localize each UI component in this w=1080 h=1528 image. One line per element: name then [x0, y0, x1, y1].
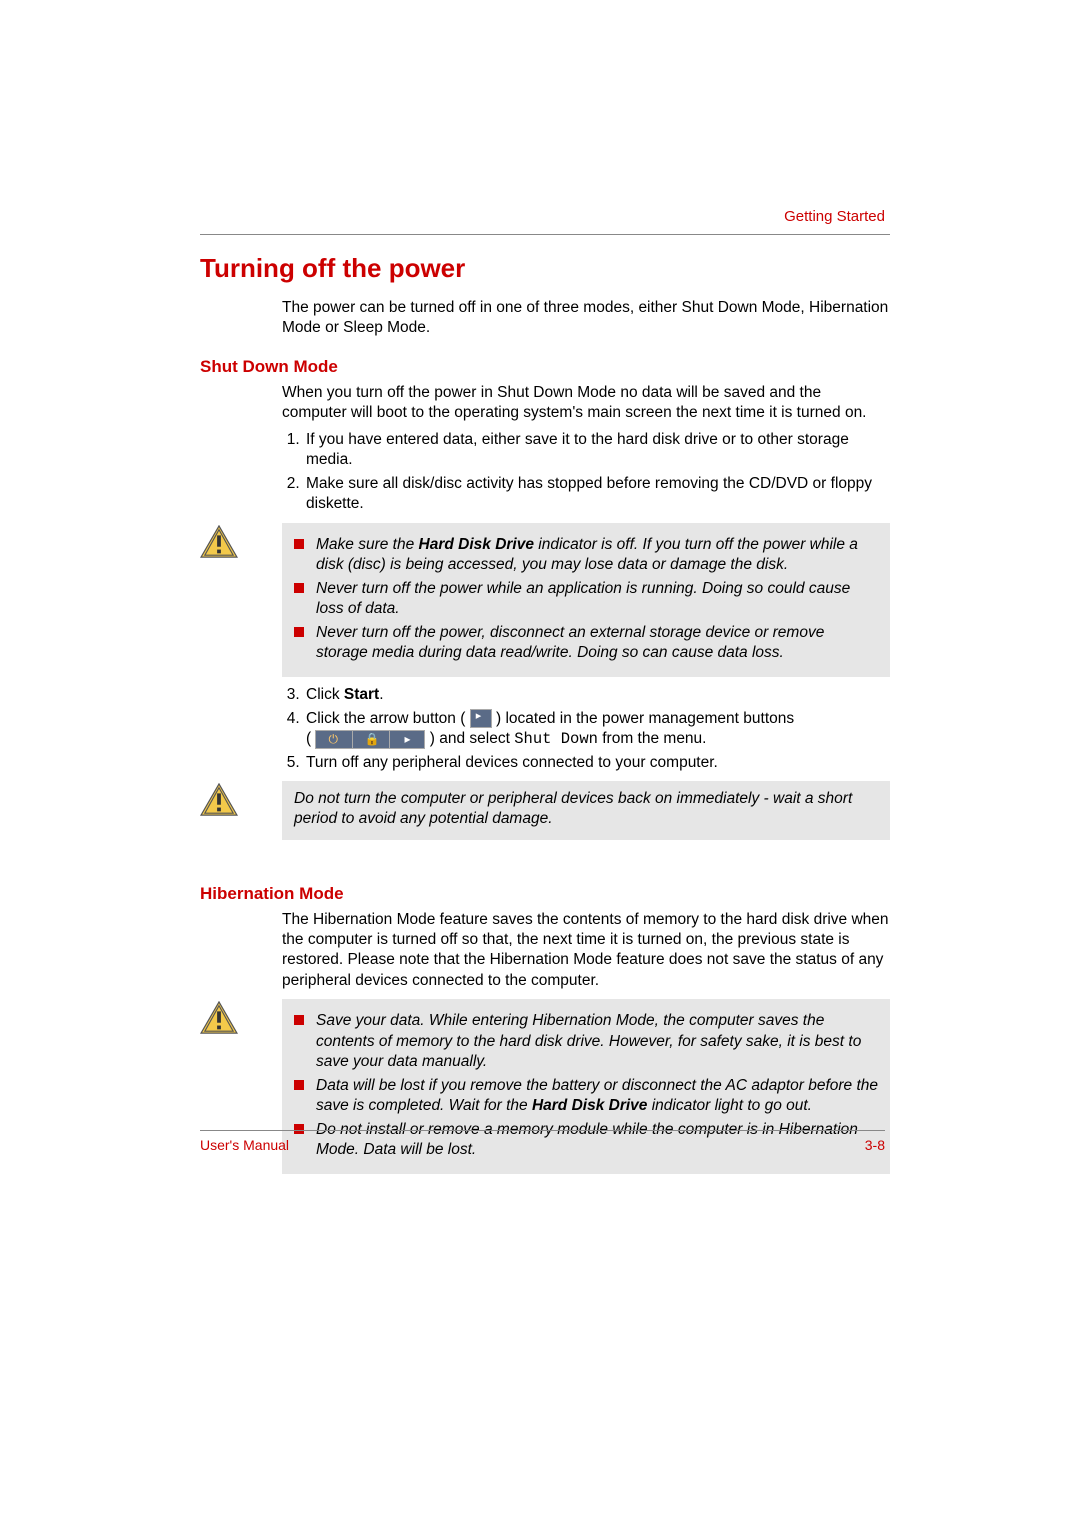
top-rule — [200, 234, 890, 235]
warn1-b1a: Make sure the — [316, 536, 419, 553]
warn1-item2: Never turn off the power while an applic… — [294, 579, 880, 619]
caution-icon — [200, 1001, 238, 1035]
hib-warn-1: Save your data. While entering Hibernati… — [294, 1011, 880, 1071]
li3-bold: Start — [344, 686, 379, 703]
hib-warn-2: Data will be lost if you remove the batt… — [294, 1076, 880, 1116]
shutdown-warning-2-box: Do not turn the computer or peripheral d… — [282, 781, 890, 839]
hibernation-body: The Hibernation Mode feature saves the c… — [282, 910, 890, 992]
warn1-item3: Never turn off the power, disconnect an … — [294, 623, 880, 663]
header-section-link[interactable]: Getting Started — [784, 208, 885, 225]
shutdown-p1: When you turn off the power in Shut Down… — [282, 383, 890, 424]
warn1-b1-bold: Hard Disk Drive — [419, 536, 534, 553]
shutdown-body-2: Click Start. Click the arrow button ( ) … — [282, 685, 890, 773]
li3b: . — [379, 686, 383, 703]
hib-b2-bold: Hard Disk Drive — [532, 1097, 647, 1114]
power-management-buttons-icon: ⏻🔒▸ — [315, 730, 425, 749]
footer-left: User's Manual — [200, 1137, 289, 1153]
warn1-list: Make sure the Hard Disk Drive indicator … — [294, 535, 880, 664]
warn1-item1: Make sure the Hard Disk Drive indicator … — [294, 535, 880, 575]
shutdown-warning-2: Do not turn the computer or peripheral d… — [200, 781, 890, 839]
shutdown-list-a: If you have entered data, either save it… — [282, 430, 890, 515]
shutdown-li4: Click the arrow button ( ) located in th… — [304, 709, 890, 750]
li3a: Click — [306, 686, 344, 703]
manual-page: Getting Started Turning off the power Th… — [0, 0, 1080, 1528]
shutdown-li2: Make sure all disk/disc activity has sto… — [304, 474, 890, 515]
li4b: ) located in the power management button… — [492, 710, 794, 727]
shutdown-body: When you turn off the power in Shut Down… — [282, 383, 890, 515]
shutdown-li3: Click Start. — [304, 685, 890, 705]
footer-page-number: 3-8 — [865, 1137, 885, 1153]
li4a: Click the arrow button ( — [306, 710, 470, 727]
shutdown-list-b: Click Start. Click the arrow button ( ) … — [282, 685, 890, 773]
shutdown-warning-1: Make sure the Hard Disk Drive indicator … — [200, 523, 890, 678]
spacer — [200, 848, 890, 866]
arrow-button-icon — [470, 709, 492, 728]
shutdown-li5: Turn off any peripheral devices connecte… — [304, 753, 890, 773]
intro-paragraph: The power can be turned off in one of th… — [282, 298, 890, 339]
hibernation-heading: Hibernation Mode — [200, 884, 890, 904]
page-footer: User's Manual 3-8 — [200, 1130, 885, 1153]
hib-b2b: indicator light to go out. — [647, 1097, 812, 1114]
shutdown-heading: Shut Down Mode — [200, 357, 890, 377]
caution-icon — [200, 525, 238, 559]
warn2-text: Do not turn the computer or peripheral d… — [294, 789, 880, 829]
caution-icon — [200, 783, 238, 817]
li4-mono: Shut Down — [514, 730, 598, 748]
shutdown-li1: If you have entered data, either save it… — [304, 430, 890, 471]
intro-block: The power can be turned off in one of th… — [282, 298, 890, 339]
li4-l2a: ( — [306, 730, 315, 747]
li4-l2b: ) and select — [425, 730, 514, 747]
li4-l2c: from the menu. — [598, 730, 707, 747]
page-title: Turning off the power — [200, 253, 890, 284]
footer-rule — [200, 1130, 885, 1131]
shutdown-warning-1-box: Make sure the Hard Disk Drive indicator … — [282, 523, 890, 678]
hibernation-p1: The Hibernation Mode feature saves the c… — [282, 910, 890, 992]
